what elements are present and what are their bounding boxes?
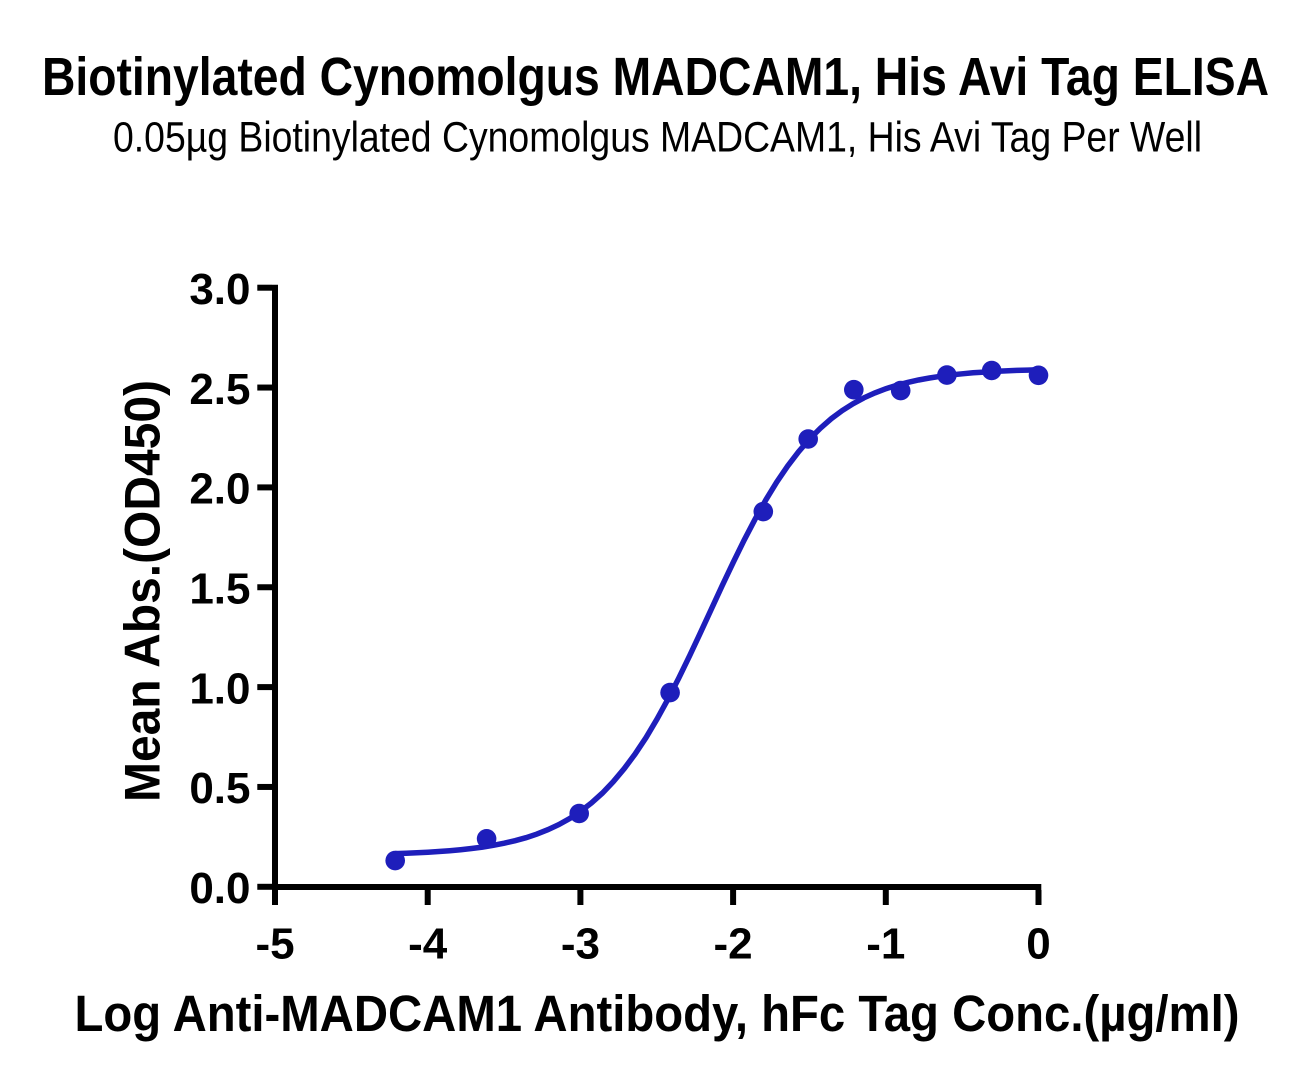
svg-text:1.0: 1.0 bbox=[189, 664, 250, 713]
svg-text:Biotinylated Cynomolgus MADCAM: Biotinylated Cynomolgus MADCAM1, His Avi… bbox=[42, 47, 1269, 107]
svg-text:Mean Abs.(OD450): Mean Abs.(OD450) bbox=[115, 380, 171, 802]
svg-text:2.0: 2.0 bbox=[189, 465, 250, 514]
svg-text:3.0: 3.0 bbox=[189, 265, 250, 314]
svg-text:-1: -1 bbox=[866, 919, 905, 968]
svg-text:0.5: 0.5 bbox=[189, 764, 250, 813]
svg-text:-2: -2 bbox=[714, 919, 753, 968]
svg-text:0: 0 bbox=[1026, 919, 1050, 968]
svg-text:Log Anti-MADCAM1 Antibody, hFc: Log Anti-MADCAM1 Antibody, hFc Tag Conc.… bbox=[75, 985, 1240, 1042]
svg-text:2.5: 2.5 bbox=[189, 365, 250, 414]
svg-text:-4: -4 bbox=[408, 919, 448, 968]
svg-text:1.5: 1.5 bbox=[189, 564, 250, 613]
svg-text:0.0: 0.0 bbox=[189, 864, 250, 913]
svg-text:-3: -3 bbox=[561, 919, 600, 968]
svg-text:0.05µg Biotinylated Cynomolgus: 0.05µg Biotinylated Cynomolgus MADCAM1, … bbox=[113, 114, 1202, 162]
svg-text:-5: -5 bbox=[255, 919, 294, 968]
